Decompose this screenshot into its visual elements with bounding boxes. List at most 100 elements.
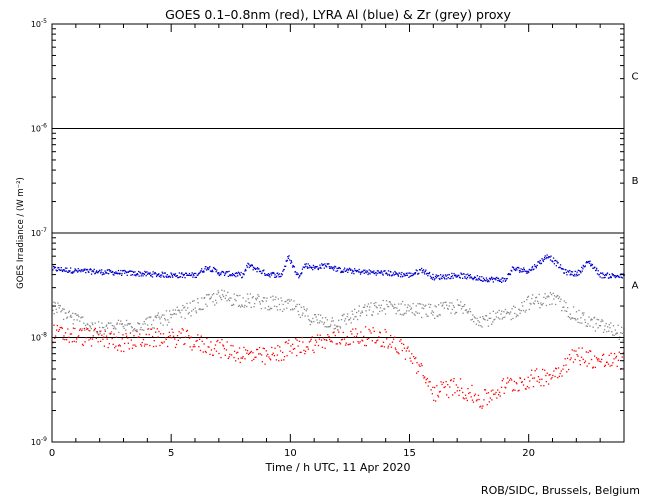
data-point [546, 296, 548, 298]
data-point [73, 271, 75, 273]
data-point [334, 334, 336, 337]
data-point [100, 340, 102, 342]
data-point [620, 332, 622, 334]
data-point [350, 322, 352, 324]
data-point [329, 267, 332, 269]
data-point [63, 335, 65, 337]
data-point [222, 345, 225, 347]
data-point [222, 294, 224, 296]
data-point [527, 376, 529, 378]
data-point [470, 319, 472, 321]
data-point [215, 299, 217, 301]
data-point [107, 269, 109, 271]
data-point [54, 302, 56, 304]
data-point [599, 325, 602, 327]
data-point [391, 304, 393, 306]
data-point [149, 344, 151, 347]
series-goes-0-1-0-8nm [52, 324, 625, 409]
data-point [381, 345, 383, 347]
data-point [610, 275, 612, 278]
data-point [250, 350, 252, 353]
data-point [155, 275, 158, 278]
data-point [308, 265, 311, 267]
data-point [195, 276, 197, 278]
data-point [207, 268, 210, 271]
data-point [69, 316, 71, 318]
data-point [440, 381, 442, 383]
data-point [302, 266, 304, 268]
data-point [216, 340, 218, 343]
data-point [605, 273, 607, 276]
data-point [604, 274, 606, 277]
data-point [396, 273, 398, 275]
data-point [557, 297, 560, 300]
data-point [246, 350, 249, 352]
data-point [485, 315, 487, 317]
data-point [534, 370, 536, 372]
data-point [336, 343, 338, 345]
credit-text: ROB/SIDC, Brussels, Belgium [481, 484, 640, 497]
data-point [443, 277, 446, 279]
data-point [590, 319, 592, 321]
data-point [614, 329, 616, 331]
data-point [382, 274, 384, 276]
data-point [55, 269, 57, 271]
data-point [396, 351, 398, 353]
data-point [401, 300, 404, 303]
data-point [360, 271, 362, 274]
data-point [123, 327, 125, 329]
data-point [357, 341, 359, 343]
data-point [547, 383, 550, 385]
data-point [509, 273, 512, 276]
data-point [137, 323, 140, 325]
data-point [339, 327, 342, 329]
data-point [443, 386, 445, 389]
data-point [300, 351, 302, 353]
data-point [400, 303, 402, 305]
data-point [144, 270, 146, 273]
data-point [578, 270, 581, 272]
data-point [251, 359, 253, 362]
data-point [450, 379, 452, 381]
data-point [233, 356, 235, 359]
data-point [143, 329, 145, 331]
data-point [62, 269, 65, 271]
data-point [140, 343, 142, 346]
data-point [146, 273, 149, 275]
data-point [137, 273, 139, 276]
data-point [216, 269, 218, 271]
data-point [107, 346, 109, 349]
data-point [358, 305, 360, 307]
data-point [220, 297, 222, 299]
data-point [334, 266, 337, 268]
data-point [401, 349, 403, 352]
y-tick-label: 10-8 [31, 332, 47, 343]
data-point [291, 352, 293, 354]
data-point [440, 274, 442, 276]
data-point [534, 265, 536, 268]
data-point [204, 268, 206, 270]
data-point [212, 270, 214, 273]
data-point [184, 343, 186, 345]
data-point [316, 265, 318, 268]
data-point [511, 390, 514, 392]
data-point [573, 317, 575, 320]
data-point [79, 320, 81, 322]
data-point [56, 311, 58, 313]
data-point [236, 294, 238, 296]
data-point [241, 304, 243, 306]
data-point [569, 313, 571, 315]
data-point [500, 313, 502, 315]
data-point [246, 293, 249, 295]
data-point [404, 275, 406, 277]
data-point [401, 342, 403, 345]
data-point [166, 324, 168, 326]
data-point [502, 316, 504, 319]
data-point [300, 306, 302, 308]
data-point [112, 270, 114, 273]
data-point [309, 340, 312, 342]
data-point [199, 338, 201, 340]
data-point [494, 393, 496, 395]
data-point [587, 323, 589, 325]
data-point [302, 341, 304, 343]
